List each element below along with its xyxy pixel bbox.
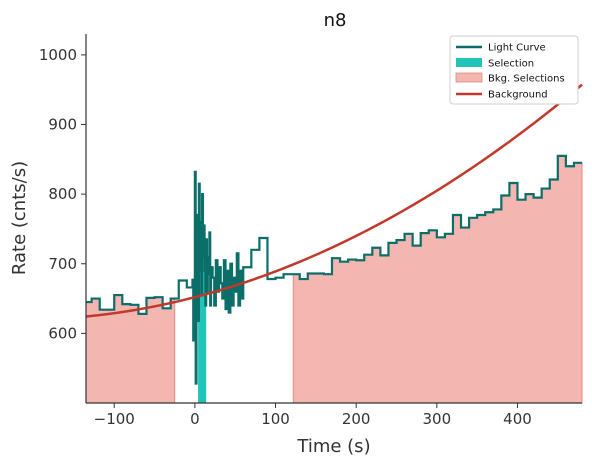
- light-curve-line: [86, 154, 582, 385]
- x-tick-label: 400: [503, 410, 532, 428]
- legend-swatch-bkg-selections: [455, 72, 483, 83]
- y-tick-label: 800: [48, 185, 77, 203]
- x-axis-label: Time (s): [296, 436, 370, 457]
- legend-frame: [449, 35, 579, 105]
- chart-title: n8: [324, 10, 347, 31]
- light-curve-layer: [86, 154, 582, 385]
- y-tick-label: 1000: [39, 46, 77, 64]
- x-tick-label: 100: [261, 410, 290, 428]
- y-axis-label: Rate (cnts/s): [9, 161, 30, 275]
- legend-swatch-selection: [456, 58, 482, 67]
- y-tick-label: 700: [48, 255, 77, 273]
- legend-label-selection: Selection: [488, 59, 534, 70]
- legend: Light Curve Selection Bkg. Selections Ba…: [449, 35, 579, 105]
- bkg-selections-layer: [85, 155, 583, 404]
- x-tick-label: −100: [94, 410, 135, 428]
- legend-label-background: Background: [488, 90, 548, 101]
- x-tick-label: 300: [423, 410, 452, 428]
- x-tick-label: 0: [190, 410, 200, 428]
- y-tick-label: 600: [48, 324, 77, 342]
- legend-label-bkg-selections: Bkg. Selections: [488, 74, 565, 85]
- y-tick-label: 900: [48, 116, 77, 134]
- legend-label-light-curve: Light Curve: [488, 43, 546, 54]
- bkg-selection-region: [292, 155, 583, 404]
- axes: [85, 34, 582, 404]
- ticks: −100 0 100 200 300 400 600 700 800 900 1000: [39, 46, 532, 428]
- background-model-layer: [85, 83, 583, 318]
- background-model-line: [85, 83, 583, 318]
- x-tick-label: 200: [342, 410, 371, 428]
